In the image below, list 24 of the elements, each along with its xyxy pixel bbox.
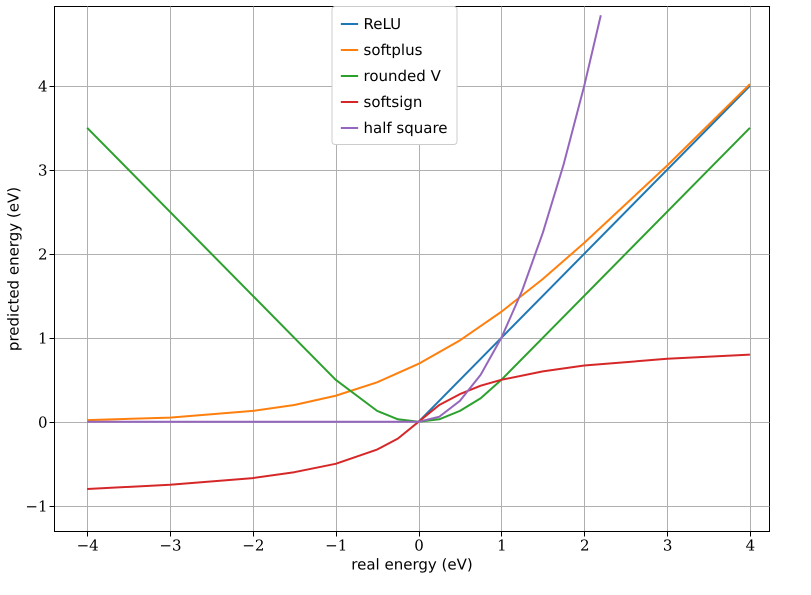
x-tick-label: −2 bbox=[242, 536, 264, 554]
line-series bbox=[86, 14, 602, 423]
x-tick-label: −4 bbox=[76, 536, 99, 554]
x-tick-label: 4 bbox=[746, 536, 756, 554]
line-series bbox=[86, 354, 751, 490]
y-tick-label: 1 bbox=[38, 329, 48, 348]
y-tick-label: −1 bbox=[25, 497, 48, 516]
x-tick-label: 2 bbox=[580, 536, 590, 554]
y-tick-label: 0 bbox=[38, 413, 48, 432]
x-tick-label: −1 bbox=[325, 536, 348, 554]
y-axis-title: predicted energy (eV) bbox=[4, 186, 22, 352]
y-tick-label: 3 bbox=[38, 161, 48, 180]
x-tick-label: 3 bbox=[662, 536, 672, 554]
y-tick-label: 2 bbox=[38, 245, 48, 264]
legend-label: softplus bbox=[364, 41, 423, 59]
y-tick-label: 4 bbox=[38, 77, 48, 96]
legend-label: ReLU bbox=[364, 15, 402, 33]
x-tick-label: 0 bbox=[414, 536, 424, 554]
x-axis-title: real energy (eV) bbox=[351, 556, 473, 574]
legend-label: softsign bbox=[364, 93, 422, 111]
legend-label: half square bbox=[364, 119, 448, 137]
x-tick-label: −3 bbox=[159, 536, 182, 554]
legend-label: rounded V bbox=[364, 67, 442, 85]
x-tick-label: 1 bbox=[497, 536, 507, 554]
